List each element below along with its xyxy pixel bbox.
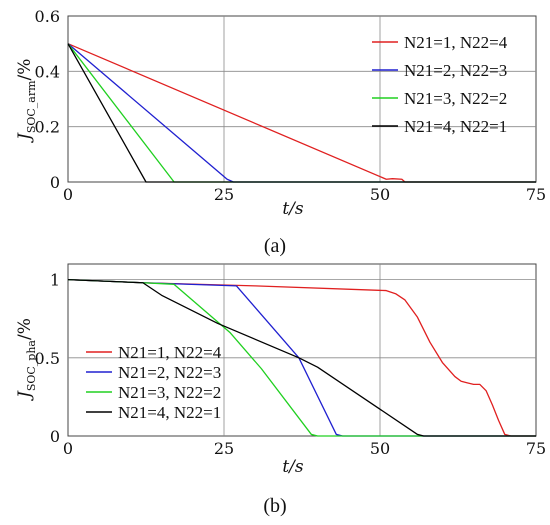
y-tick-label: 1 (50, 271, 60, 290)
x-tick-label: 0 (63, 439, 73, 458)
chart-panel-a: 0 0.2 0.4 0.6 0 25 50 75 JSOC_arm/% t/s N21=1,… (15, 7, 546, 257)
y-tick-label: 0 (50, 173, 60, 192)
legend-label: N21=4, N22=1 (404, 117, 507, 136)
x-tick-label: 25 (214, 185, 234, 204)
y-tick-label: 0.2 (35, 118, 60, 137)
y-tick-label: 0.4 (35, 62, 60, 81)
x-tick-label: 50 (370, 185, 390, 204)
panel-caption: (b) (263, 495, 286, 517)
legend-label: N21=4, N22=1 (118, 403, 221, 422)
x-tick-label: 50 (370, 439, 390, 458)
y-axis-label: JSOC_pha/% (15, 318, 38, 401)
legend: N21=1, N22=4 N21=2, N22=3 N21=3, N22=2 N21=… (372, 33, 508, 136)
y-tick-labels: 00.51 (35, 271, 60, 446)
series-lines (67, 278, 536, 437)
x-tick-labels: 0 25 50 75 (63, 185, 546, 204)
plot-frame (67, 15, 537, 183)
legend-label: N21=3, N22=2 (118, 383, 221, 402)
x-tick-labels: 0 25 50 75 (63, 439, 546, 458)
y-tick-label: 0.6 (35, 7, 60, 26)
legend-label: N21=3, N22=2 (404, 89, 507, 108)
y-tick-labels: 0 0.2 0.4 0.6 (35, 7, 60, 192)
series-line-1 (67, 278, 536, 437)
grid-lines (68, 16, 536, 182)
y-tick-label: 0 (50, 427, 60, 446)
y-tick-label: 0.5 (35, 349, 60, 368)
legend-label: N21=1, N22=4 (118, 343, 222, 362)
chart-panel-b: 00.51 0 25 50 75 JSOC_pha/% t/s N21=1, N22=… (15, 263, 546, 517)
x-axis-label: t/s (282, 199, 304, 219)
series-line-4 (67, 278, 536, 437)
plot-frame (67, 263, 537, 437)
legend-label: N21=1, N22=4 (404, 33, 508, 52)
x-tick-label: 0 (63, 185, 73, 204)
grid-lines (68, 264, 536, 436)
panel-caption: (a) (264, 235, 286, 257)
series-line-3 (67, 278, 536, 437)
x-axis-label: t/s (282, 457, 304, 477)
series-lines (67, 43, 536, 183)
y-axis-label: JSOC_arm/% (15, 59, 38, 143)
legend-label: N21=2, N22=3 (404, 61, 507, 80)
series-line-4 (67, 43, 536, 183)
legend-label: N21=2, N22=3 (118, 363, 221, 382)
x-tick-label: 75 (526, 185, 546, 204)
x-tick-label: 25 (214, 439, 234, 458)
x-tick-label: 75 (526, 439, 546, 458)
